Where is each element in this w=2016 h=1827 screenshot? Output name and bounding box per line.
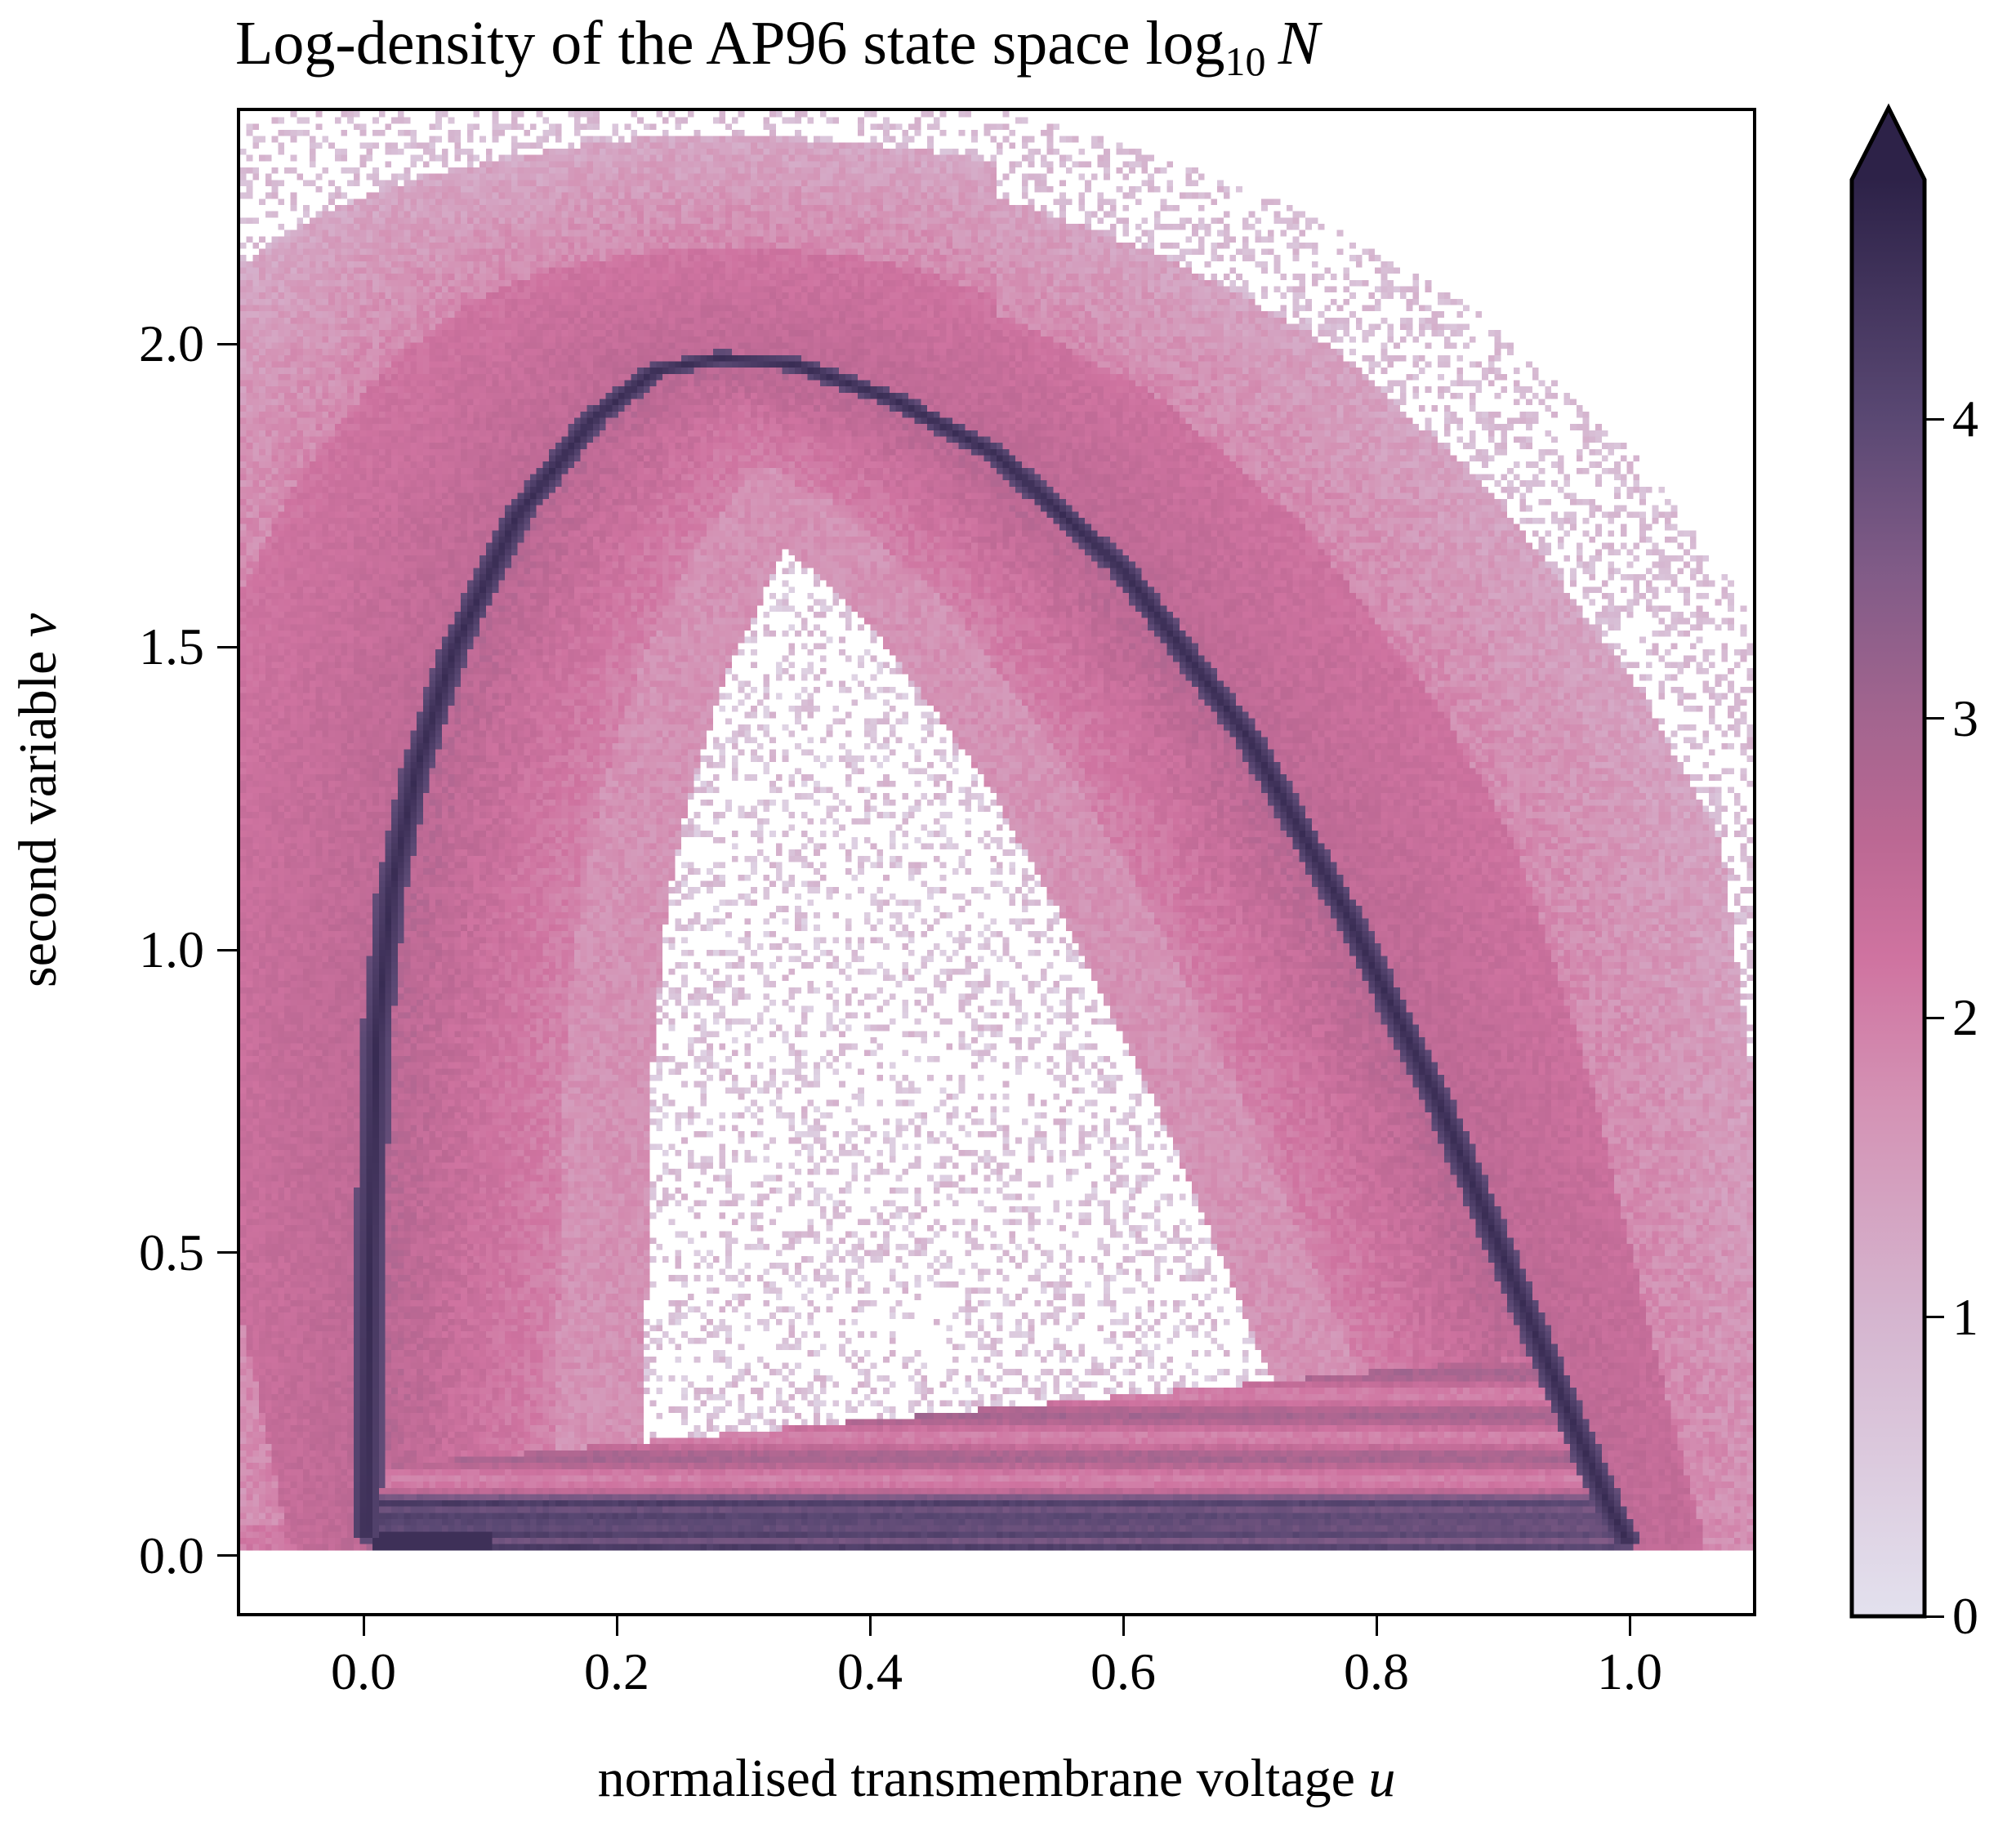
x-tick-label: 0.6 xyxy=(1091,1642,1156,1700)
x-tick-label: 1.0 xyxy=(1597,1642,1662,1700)
y-tick xyxy=(217,1554,237,1557)
y-tick-label: 1.5 xyxy=(139,617,204,676)
chart-title: Log-density of the AP96 state space log1… xyxy=(235,8,1319,85)
x-tick xyxy=(1375,1616,1378,1636)
colorbar-tick-label: 0 xyxy=(1952,1587,1978,1645)
x-axis-label: normalised transmembrane voltage u xyxy=(598,1748,1396,1810)
colorbar-tick xyxy=(1925,1615,1944,1618)
x-axis-label-text: normalised transmembrane voltage xyxy=(597,1749,1355,1808)
x-tick-label: 0.4 xyxy=(837,1642,903,1700)
colorbar-tick xyxy=(1925,417,1944,421)
title-text: Log-density of the AP96 state space log xyxy=(235,9,1225,78)
y-axis-variable: v xyxy=(8,613,68,638)
colorbar-tick xyxy=(1925,1016,1944,1019)
y-tick-label: 2.0 xyxy=(139,314,204,373)
title-variable: N xyxy=(1278,9,1320,78)
y-axis-label: second variable v xyxy=(7,613,69,987)
y-tick xyxy=(217,948,237,951)
y-tick-label: 0.5 xyxy=(139,1223,204,1281)
x-tick xyxy=(362,1616,365,1636)
colorbar-tick xyxy=(1925,1316,1944,1319)
x-tick xyxy=(1628,1616,1631,1636)
plot-area xyxy=(237,108,1756,1616)
y-axis-label-text: second variable xyxy=(8,650,68,988)
title-subscript: 10 xyxy=(1224,38,1266,84)
x-tick-label: 0.2 xyxy=(584,1642,649,1700)
y-tick-label: 0.0 xyxy=(139,1526,204,1584)
x-tick xyxy=(868,1616,872,1636)
y-tick xyxy=(217,1251,237,1254)
colorbar-tick xyxy=(1925,717,1944,720)
x-tick xyxy=(1122,1616,1125,1636)
colorbar-tick-label: 2 xyxy=(1952,988,1978,1047)
x-axis-variable: u xyxy=(1368,1749,1396,1808)
x-tick-label: 0.8 xyxy=(1344,1642,1409,1700)
colorbar-tick-label: 1 xyxy=(1952,1287,1978,1346)
y-tick xyxy=(217,342,237,345)
x-tick xyxy=(615,1616,618,1636)
colorbar-tick-label: 4 xyxy=(1952,390,1978,448)
x-tick-label: 0.0 xyxy=(331,1642,396,1700)
colorbar xyxy=(1849,103,1927,1619)
heatmap xyxy=(240,111,1753,1613)
y-tick xyxy=(217,645,237,648)
colorbar-body xyxy=(1849,103,1927,1619)
colorbar-tick-label: 3 xyxy=(1952,688,1978,747)
y-tick-label: 1.0 xyxy=(139,920,204,979)
